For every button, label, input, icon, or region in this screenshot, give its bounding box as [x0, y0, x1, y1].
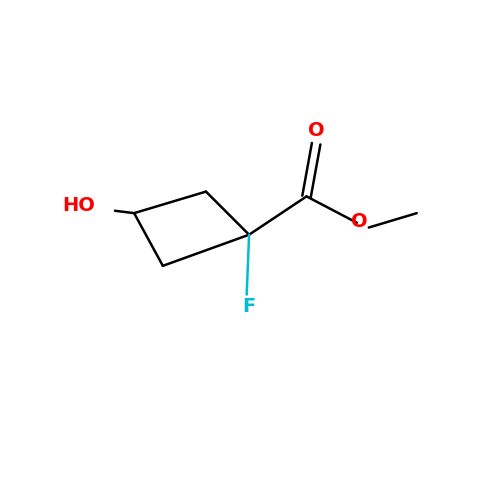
Text: F: F	[242, 297, 256, 316]
Text: O: O	[308, 121, 324, 140]
Text: O: O	[351, 212, 367, 231]
Text: HO: HO	[63, 195, 95, 215]
